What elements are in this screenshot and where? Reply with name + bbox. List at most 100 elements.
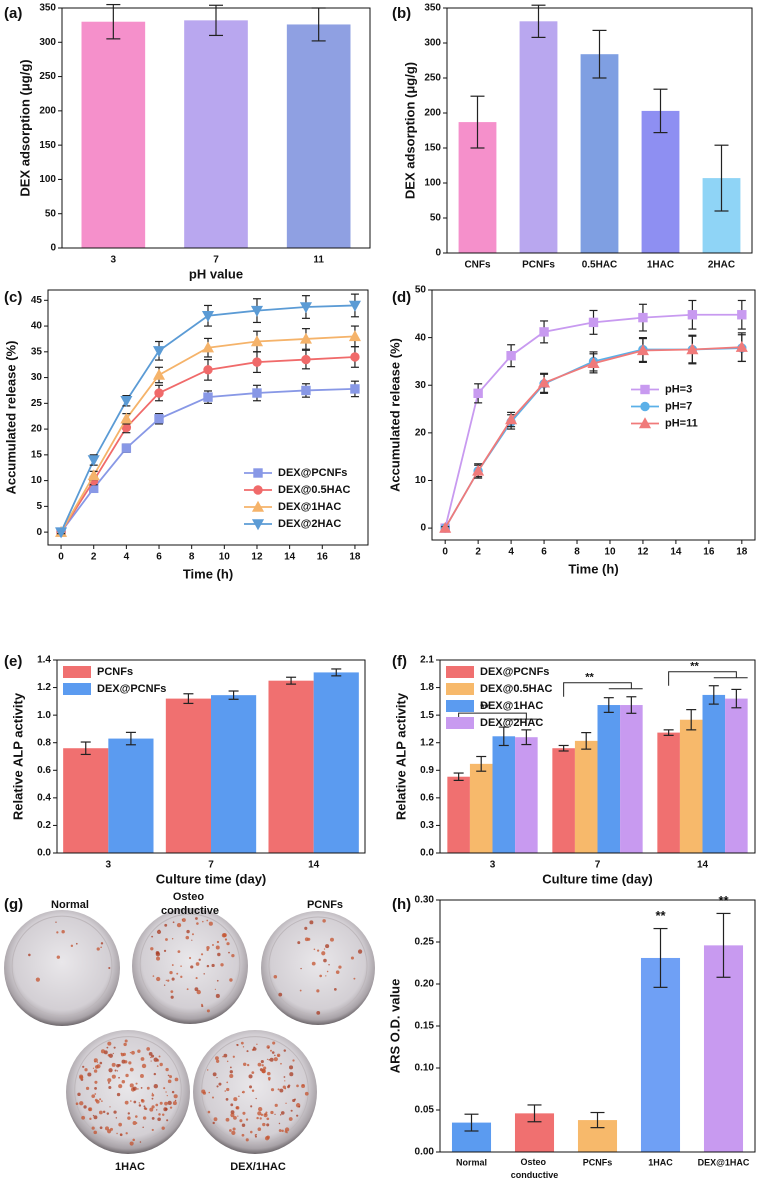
marker — [638, 312, 648, 323]
legend-label: PCNFs — [97, 666, 133, 678]
y-axis-label: DEX adsorption (μg/g) — [402, 62, 417, 199]
stain-spot — [116, 1070, 119, 1072]
stain-spot — [164, 1101, 168, 1106]
marker — [638, 417, 652, 429]
stain-spot — [254, 1135, 257, 1138]
stain-spot — [277, 1088, 280, 1091]
x-axis-label: Time (h) — [183, 566, 233, 581]
stain-spot — [146, 1086, 150, 1090]
stain-spot — [286, 1131, 288, 1134]
stain-spot — [113, 1110, 117, 1114]
error-bar — [125, 731, 136, 746]
marker — [350, 384, 360, 394]
y-tick-label: 300 — [39, 37, 56, 48]
significance: ** — [655, 908, 666, 923]
stain-spot — [265, 1111, 268, 1114]
x-tick-label: DEX@1HAC — [698, 1157, 750, 1167]
stain-spot — [280, 1062, 282, 1065]
plot-frame — [431, 289, 756, 541]
stain-spot — [140, 1074, 144, 1078]
significance: ** — [480, 702, 489, 714]
significance-bracket — [563, 682, 643, 697]
stain-spot — [222, 1055, 224, 1058]
panel-label: (d) — [392, 289, 411, 306]
stain-spot — [251, 1089, 255, 1092]
stain-spot — [273, 974, 278, 979]
stain-spot — [79, 1101, 84, 1106]
y-tick-label: 0.0 — [37, 848, 51, 859]
stain-spot — [242, 1111, 246, 1115]
stain-spot — [102, 1110, 106, 1114]
stain-spot — [309, 920, 314, 925]
error-bar — [653, 88, 668, 134]
line — [60, 304, 355, 533]
bar — [679, 719, 703, 853]
stain-spot — [173, 1094, 178, 1099]
bar — [620, 705, 643, 853]
stain-spot — [278, 992, 283, 997]
stain-spot — [270, 1049, 272, 1052]
stain-spot — [75, 942, 78, 945]
y-tick-label: 10 — [31, 475, 43, 486]
stain-spot — [127, 1112, 130, 1115]
stain-spot — [233, 1115, 237, 1120]
stain-spot — [83, 1105, 87, 1109]
stain-spot — [94, 1093, 97, 1095]
stain-spot — [165, 1091, 167, 1093]
stain-spot — [229, 978, 233, 982]
stain-spot — [284, 1127, 290, 1132]
bar — [63, 748, 109, 853]
stain-spot — [216, 979, 219, 982]
stain-spot — [257, 1127, 262, 1131]
y-tick-label: 1.4 — [37, 655, 51, 666]
x-tick-label: 14 — [697, 860, 709, 871]
panel-label: (b) — [392, 5, 411, 22]
stain-spot — [138, 1104, 142, 1107]
stain-spot — [118, 1063, 121, 1067]
stain-spot — [94, 1080, 98, 1084]
plot-frame — [446, 7, 753, 254]
stain-spot — [206, 1069, 209, 1071]
legend-swatch — [446, 700, 474, 712]
x-tick-label: 12 — [637, 547, 649, 558]
stain-spot — [81, 1115, 86, 1120]
error-bar — [453, 772, 464, 781]
stain-spot — [174, 1099, 177, 1102]
legend-label: DEX@PCNFs — [278, 467, 347, 479]
stain-spot — [132, 1138, 135, 1142]
stain-spot — [272, 1041, 276, 1045]
well-label: 1HAC — [115, 1161, 145, 1173]
stain-spot — [128, 1061, 132, 1065]
legend-label: DEX@2HAC — [278, 518, 341, 530]
stain-spot — [214, 988, 216, 990]
stain-spot — [283, 1049, 287, 1052]
y-tick-label: 10 — [415, 475, 427, 486]
stain-spot — [61, 929, 65, 934]
stain-spot — [201, 1089, 206, 1094]
x-tick-label: 2 — [475, 547, 481, 558]
stain-spot — [108, 1068, 113, 1073]
error-bar — [558, 744, 569, 752]
stain-spot — [207, 1110, 211, 1114]
stain-spot — [138, 1102, 141, 1104]
stain-spot — [270, 1110, 274, 1115]
stain-spot — [251, 1071, 255, 1074]
line — [444, 347, 742, 529]
stain-spot — [176, 972, 179, 975]
legend-swatch — [63, 683, 91, 695]
stain-spot — [235, 1106, 240, 1110]
stain-spot — [134, 1115, 138, 1118]
bar — [597, 705, 621, 853]
marker — [152, 346, 166, 358]
stain-spot — [89, 1117, 92, 1121]
stain-spot — [231, 954, 235, 958]
marker — [87, 455, 100, 467]
stain-spot — [228, 951, 230, 954]
x-tick-label: Normal — [456, 1157, 487, 1167]
x-tick-label: 14 — [284, 552, 296, 563]
bar — [725, 698, 748, 853]
stain-spot — [225, 1117, 230, 1122]
stain-spot — [159, 1062, 163, 1067]
marker — [473, 388, 483, 399]
y-tick-label: 0.4 — [37, 792, 51, 803]
